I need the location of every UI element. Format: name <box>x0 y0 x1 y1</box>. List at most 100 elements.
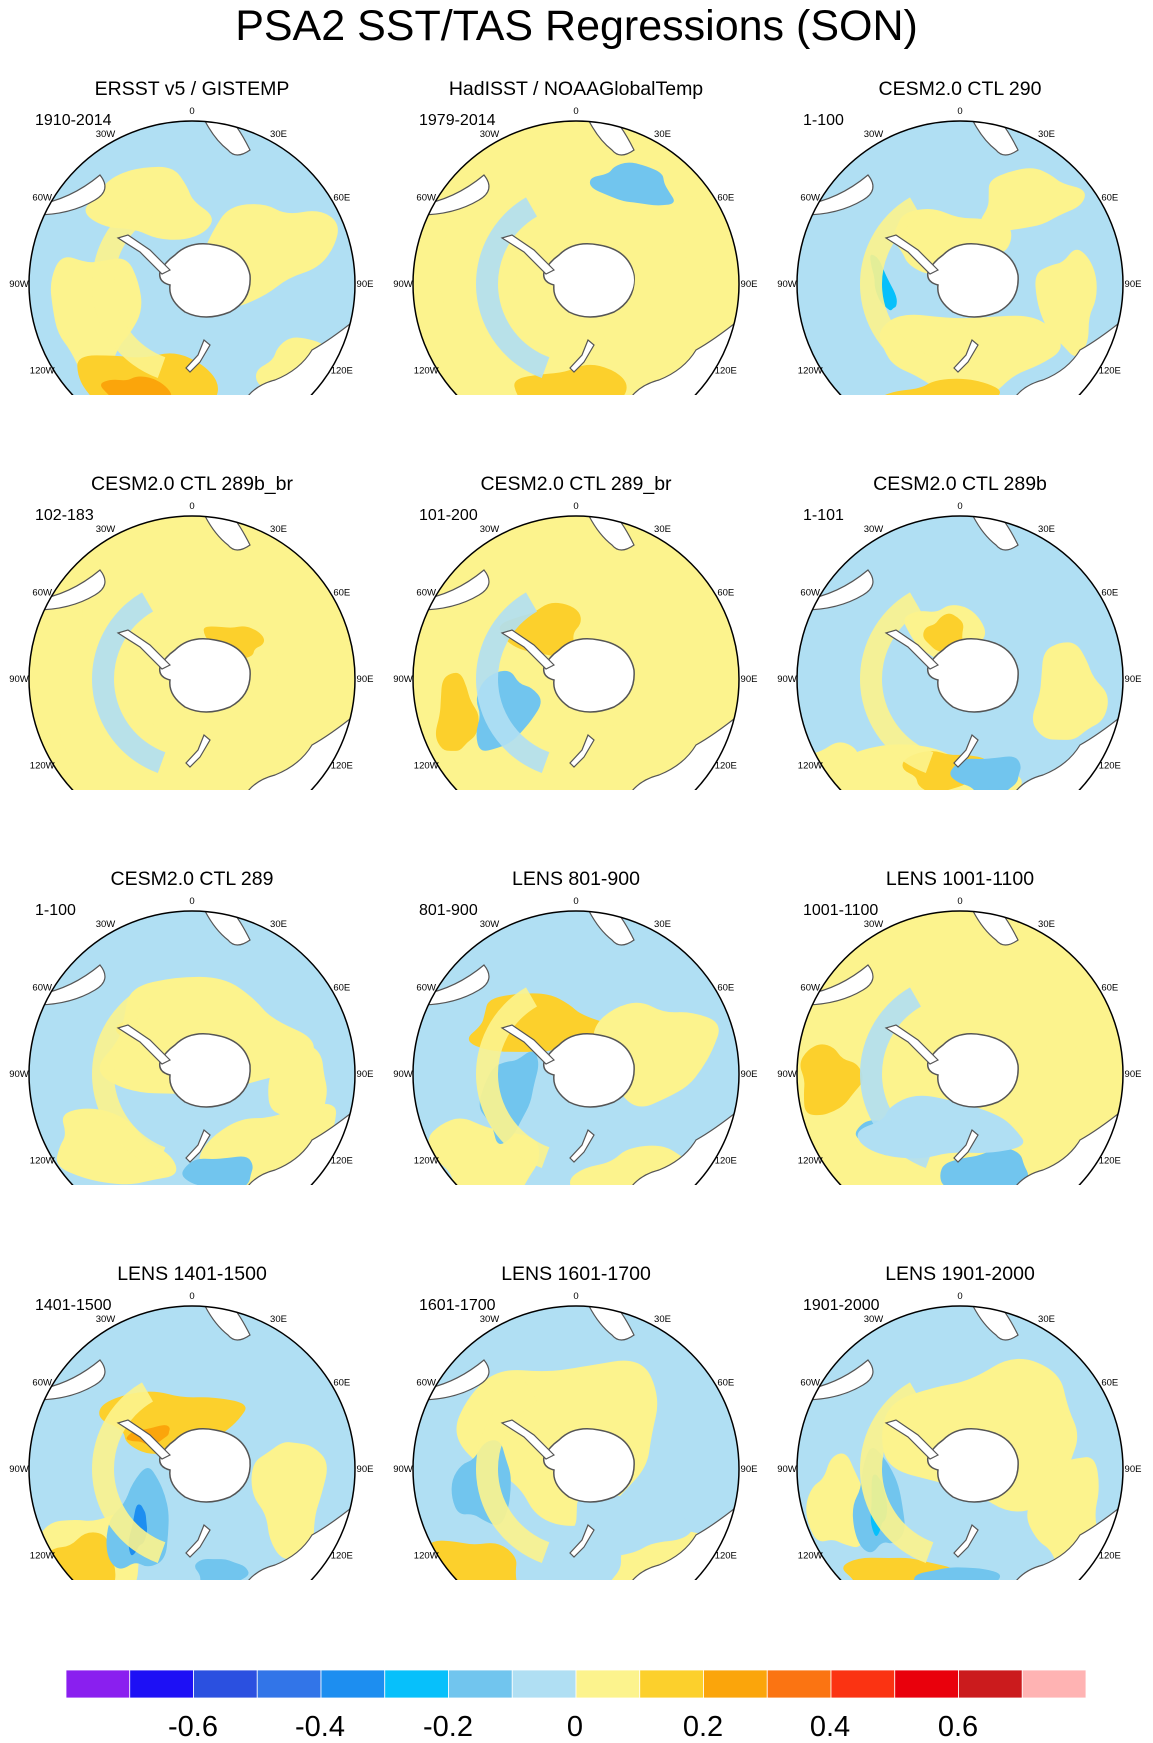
anomaly-contour <box>182 1156 253 1185</box>
panel-period: 1910-2014 <box>35 112 112 129</box>
longitude-label: 30W <box>96 524 116 535</box>
colorbar-tick-label: -0.4 <box>295 1711 345 1743</box>
south-america-coastline <box>802 174 874 216</box>
longitude-label: 60E <box>333 588 350 599</box>
longitude-label: 90W <box>9 1464 29 1475</box>
longitude-label: 120W <box>30 366 55 377</box>
anomaly-field <box>413 516 739 790</box>
longitude-label: 30E <box>1038 129 1055 140</box>
anomaly-contour <box>1032 642 1108 740</box>
south-america-coastline <box>34 174 106 216</box>
colorbar <box>66 1670 1086 1699</box>
anomaly-field <box>29 516 355 790</box>
anomaly-contour <box>860 987 934 1168</box>
longitude-label: 90W <box>393 674 413 685</box>
antarctica-coastline <box>158 243 251 318</box>
australia-coastline <box>244 1108 355 1185</box>
colorbar-swatch <box>766 1670 832 1699</box>
anomaly-contour <box>91 197 166 378</box>
longitude-label: 120E <box>1099 761 1121 772</box>
new-zealand-coastline <box>953 1524 979 1558</box>
africa-coastline <box>972 1306 1019 1341</box>
map-panel: 030E60E90E120E150E180150W120W90W60W30W C… <box>0 395 384 790</box>
panel-period: 1-100 <box>803 112 844 129</box>
panel-title: LENS 1601-1700 <box>501 1263 651 1285</box>
anomaly-field <box>413 121 739 395</box>
colorbar-swatch <box>129 1670 194 1699</box>
longitude-label: 0 <box>957 896 962 907</box>
longitude-label: 60E <box>717 1378 734 1389</box>
longitude-label: 30E <box>654 129 671 140</box>
longitude-label: 90E <box>357 674 374 685</box>
new-zealand-coastline <box>185 339 211 373</box>
longitude-label: 90E <box>357 1464 374 1475</box>
anomaly-contour <box>860 592 934 773</box>
antarctica-coastline <box>926 243 1019 318</box>
longitude-label: 90E <box>1125 1464 1142 1475</box>
anomaly-field <box>797 911 1123 1185</box>
longitude-label: 60W <box>800 983 820 994</box>
south-america-coastline <box>802 569 874 611</box>
colorbar-swatch <box>66 1670 131 1699</box>
colorbar-swatch <box>703 1670 768 1699</box>
longitude-label: 30W <box>96 129 116 140</box>
anomaly-contour <box>860 197 934 378</box>
longitude-label: 30W <box>864 524 884 535</box>
longitude-label: 90E <box>357 279 374 290</box>
colorbar-tick-label: 0.4 <box>809 1711 851 1743</box>
panel-period: 1901-2000 <box>803 1297 880 1314</box>
panel-title: ERSST v5 / GISTEMP <box>94 78 290 100</box>
panel-title: CESM2.0 CTL 289_br <box>480 473 672 495</box>
panel-title: CESM2.0 CTL 289b <box>873 473 1047 495</box>
map-panel: 030E60E90E120E150E180150W120W90W60W30W H… <box>384 0 768 395</box>
longitude-label: 90W <box>9 1069 29 1080</box>
colorbar-swatch <box>639 1670 704 1699</box>
longitude-label: 60E <box>717 193 734 204</box>
peninsula-coastline <box>116 629 172 670</box>
map-border <box>412 910 740 1185</box>
longitude-label: 0 <box>189 896 194 907</box>
colorbar-swatch <box>1021 1670 1086 1699</box>
longitude-label: 120E <box>715 761 737 772</box>
longitude-label: 120W <box>798 366 823 377</box>
anomaly-contour <box>806 1453 866 1548</box>
peninsula-coastline <box>884 1024 940 1065</box>
anomaly-contour <box>422 1540 517 1580</box>
longitude-label: 120E <box>715 1156 737 1167</box>
longitude-label: 90W <box>777 674 797 685</box>
anomaly-contour <box>1020 1032 1091 1137</box>
longitude-label: 90W <box>777 1464 797 1475</box>
map-panel: 030E60E90E120E150E180150W120W90W60W30W E… <box>0 0 384 395</box>
map-panel: 030E60E90E120E150E180150W120W90W60W30W C… <box>768 0 1152 395</box>
longitude-label: 120E <box>331 366 353 377</box>
south-america-coastline <box>418 174 490 216</box>
longitude-label: 60W <box>416 193 436 204</box>
longitude-label: 90E <box>741 1069 758 1080</box>
longitude-label: 120E <box>331 761 353 772</box>
anomaly-contour <box>940 1147 1029 1185</box>
anomaly-contour <box>268 1046 327 1134</box>
colorbar-tick-label: 0.2 <box>682 1711 724 1743</box>
longitude-label: 120E <box>1099 1156 1121 1167</box>
anomaly-field <box>29 121 355 395</box>
peninsula-coastline <box>500 1419 556 1460</box>
colorbar-tick-label: -0.6 <box>168 1711 218 1743</box>
anomaly-contour <box>37 1532 116 1580</box>
panel-period: 1001-1100 <box>803 902 879 919</box>
panel-period: 101-200 <box>419 507 478 524</box>
map-border <box>796 1305 1124 1580</box>
map-panel: 030E60E90E120E150E180150W120W90W60W30W L… <box>0 1185 384 1580</box>
australia-coastline <box>628 1108 739 1185</box>
longitude-label: 0 <box>957 106 962 117</box>
africa-coastline <box>588 121 635 156</box>
australia-coastline <box>244 713 355 790</box>
longitude-label: 90E <box>357 1069 374 1080</box>
anomaly-field <box>29 911 355 1185</box>
longitude-label: 30E <box>654 1314 671 1325</box>
anomaly-contour <box>91 987 166 1168</box>
panel-title: CESM2.0 CTL 290 <box>878 78 1042 100</box>
longitude-label: 120W <box>798 1156 823 1167</box>
longitude-label: 60W <box>416 983 436 994</box>
africa-coastline <box>204 516 251 551</box>
antarctica-coastline <box>542 1428 635 1503</box>
